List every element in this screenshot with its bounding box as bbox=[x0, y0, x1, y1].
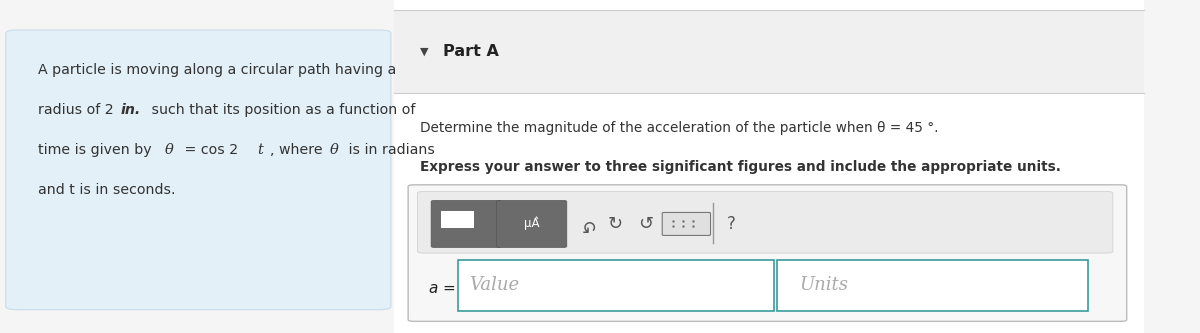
Text: ?: ? bbox=[727, 215, 736, 233]
Text: ↺: ↺ bbox=[638, 215, 654, 233]
FancyBboxPatch shape bbox=[457, 218, 474, 228]
FancyBboxPatch shape bbox=[778, 260, 1087, 311]
Text: θ: θ bbox=[164, 143, 173, 157]
Text: $a$ =: $a$ = bbox=[427, 280, 455, 296]
Text: time is given by: time is given by bbox=[38, 143, 156, 157]
Text: in.: in. bbox=[121, 103, 140, 117]
Text: Part A: Part A bbox=[443, 44, 498, 59]
FancyBboxPatch shape bbox=[6, 30, 391, 310]
FancyBboxPatch shape bbox=[442, 218, 457, 228]
FancyBboxPatch shape bbox=[497, 200, 566, 247]
Text: , where: , where bbox=[270, 143, 328, 157]
Text: Determine the magnitude of the acceleration of the particle when θ = 45 °.: Determine the magnitude of the accelerat… bbox=[420, 121, 938, 135]
FancyBboxPatch shape bbox=[408, 185, 1127, 321]
FancyBboxPatch shape bbox=[457, 211, 474, 221]
Text: is in radians: is in radians bbox=[343, 143, 434, 157]
Text: radius of 2: radius of 2 bbox=[38, 103, 118, 117]
Text: Value: Value bbox=[469, 276, 520, 294]
Text: and t is in seconds.: and t is in seconds. bbox=[38, 183, 175, 197]
Text: t: t bbox=[258, 143, 264, 157]
Text: Express your answer to three significant figures and include the appropriate uni: Express your answer to three significant… bbox=[420, 160, 1061, 173]
Text: = cos 2: = cos 2 bbox=[180, 143, 239, 157]
FancyBboxPatch shape bbox=[418, 191, 1112, 253]
FancyBboxPatch shape bbox=[395, 10, 1144, 93]
Text: μÂ: μÂ bbox=[524, 216, 540, 230]
Text: A particle is moving along a circular path having a: A particle is moving along a circular pa… bbox=[38, 63, 396, 77]
Text: ↻: ↻ bbox=[607, 215, 623, 233]
FancyBboxPatch shape bbox=[431, 200, 502, 247]
Text: ▼: ▼ bbox=[420, 47, 428, 57]
FancyBboxPatch shape bbox=[395, 0, 1144, 333]
Text: ↺: ↺ bbox=[578, 215, 594, 233]
FancyBboxPatch shape bbox=[457, 260, 774, 311]
Text: θ: θ bbox=[330, 143, 338, 157]
FancyBboxPatch shape bbox=[662, 212, 710, 235]
Text: Units: Units bbox=[799, 276, 848, 294]
FancyBboxPatch shape bbox=[442, 211, 457, 221]
Text: such that its position as a function of: such that its position as a function of bbox=[148, 103, 415, 117]
